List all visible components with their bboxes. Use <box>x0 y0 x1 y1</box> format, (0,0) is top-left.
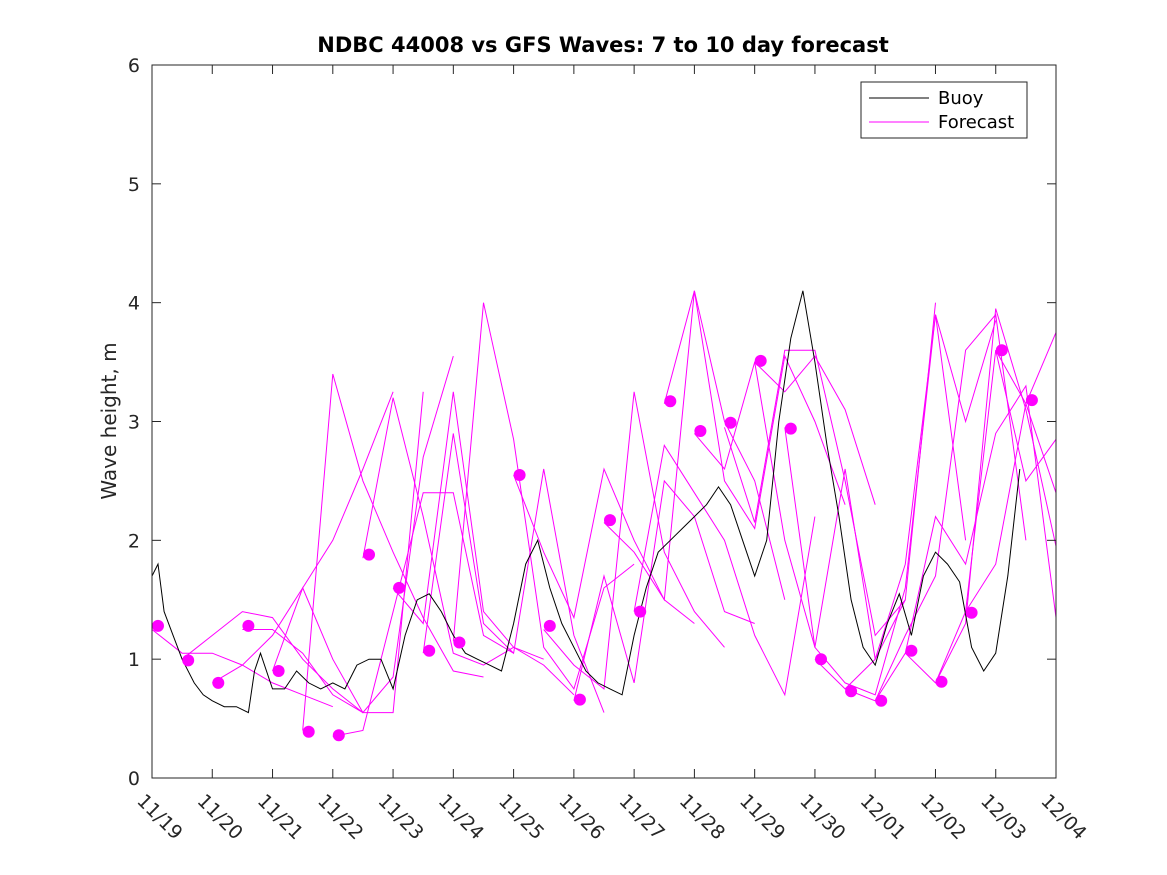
forecast-start-point <box>152 619 164 632</box>
forecast-line-12 <box>543 391 725 690</box>
forecast-line-6 <box>332 492 514 737</box>
forecast-start-point <box>363 548 375 561</box>
y-axis-label: Wave height, m <box>97 342 121 499</box>
forecast-line-26 <box>965 332 1057 612</box>
forecast-line-24 <box>904 308 1057 684</box>
forecast-start-point <box>965 606 978 619</box>
y-tick-label: 1 <box>128 649 140 671</box>
forecast-line-5 <box>302 373 484 731</box>
forecast-line-8 <box>392 391 575 696</box>
forecast-start-point <box>694 425 707 437</box>
plot-background <box>152 65 1056 778</box>
forecast-start-point <box>242 619 255 632</box>
forecast-start-point <box>724 416 737 429</box>
forecast-start-point <box>543 619 556 632</box>
forecast-start-point <box>513 469 526 481</box>
y-tick-label: 3 <box>128 412 140 434</box>
forecast-start-point <box>212 676 225 689</box>
forecast-line-13 <box>573 479 755 701</box>
forecast-line-16 <box>663 290 846 530</box>
forecast-start-point <box>393 581 406 594</box>
forecast-start-point <box>815 653 827 666</box>
y-tick-label: 2 <box>128 530 140 552</box>
forecast-start-point <box>573 693 586 706</box>
y-tick-label: 0 <box>128 768 140 790</box>
legend: Buoy Forecast <box>860 81 1028 139</box>
forecast-line-19 <box>754 302 936 661</box>
forecast-start-point <box>935 675 948 688</box>
forecast-start-point <box>875 694 888 707</box>
forecast-start-point <box>754 354 767 367</box>
forecast-line-1 <box>181 611 364 713</box>
forecast-line-3 <box>242 391 424 714</box>
buoy-line <box>151 290 1021 714</box>
forecast-start-point <box>784 422 797 435</box>
forecast-line-18 <box>724 349 906 637</box>
forecast-line-27 <box>995 349 1057 493</box>
forecast-start-point <box>1025 394 1038 407</box>
legend-box <box>860 81 1028 139</box>
forecast-start-point <box>905 644 918 657</box>
legend-buoy-label: Buoy <box>938 88 984 109</box>
forecast-start-point <box>845 685 858 698</box>
forecast-start-point <box>664 395 677 408</box>
forecast-line-4 <box>272 355 454 714</box>
forecast-start-point <box>302 725 315 738</box>
y-tick-label: 6 <box>128 55 140 77</box>
forecast-start-point <box>604 514 616 527</box>
forecast-start-point <box>423 644 436 657</box>
forecast-start-point <box>995 344 1008 357</box>
forecast-line-9 <box>422 433 605 713</box>
forecast-start-point <box>272 665 285 677</box>
forecast-line-17 <box>694 355 876 505</box>
y-tick-label: 4 <box>128 293 140 315</box>
legend-forecast-label: Forecast <box>938 112 1014 133</box>
forecast-line-10 <box>452 302 635 691</box>
y-tick-label: 5 <box>128 174 140 196</box>
forecast-start-point <box>332 729 345 742</box>
forecast-start-point <box>453 636 466 649</box>
forecast-line-15 <box>633 443 816 697</box>
forecast-start-point <box>182 654 195 667</box>
chart-title: NDBC 44008 vs GFS Waves: 7 to 10 day for… <box>317 33 888 57</box>
forecast-start-point <box>634 605 647 618</box>
